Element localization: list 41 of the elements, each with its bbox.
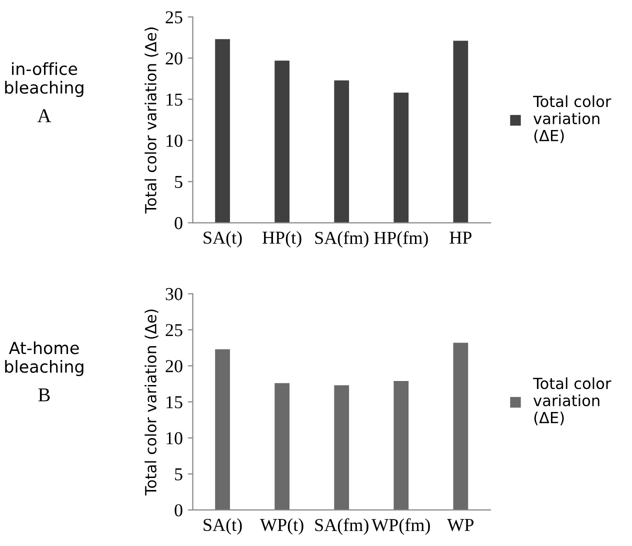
legend-label: Total color variation (ΔE): [533, 95, 612, 144]
x-tick-label: HP(fm): [374, 231, 428, 248]
y-tick-label: 0: [174, 504, 182, 516]
bar: [453, 40, 468, 223]
text: B: [38, 388, 50, 402]
x-tick-label: SA(fm): [315, 518, 368, 535]
legend-label: Total color variation (ΔE): [533, 377, 612, 426]
text: A: [37, 109, 52, 122]
y-tick-label: 10: [166, 134, 182, 147]
bar: [394, 92, 409, 223]
x-tick-label: SA(fm): [315, 231, 368, 248]
y-tick-label: 30: [166, 288, 182, 300]
y-tick-label: 25: [166, 324, 182, 336]
y-tick-label: 0: [174, 217, 182, 230]
x-tick-label: WP(fm): [372, 518, 430, 535]
y-axis-title: Total color variation (Δe): [144, 310, 158, 496]
x-tick-label: WP(t): [260, 518, 304, 535]
bar: [334, 80, 350, 223]
x-tick-label: WP: [447, 519, 474, 532]
y-tick-label: 15: [166, 94, 182, 106]
text: in-office bleaching: [5, 62, 84, 98]
y-tick-label: 25: [166, 11, 182, 24]
y-tick-label: 15: [166, 396, 182, 408]
bar: [394, 380, 409, 510]
y-tick-label: 5: [175, 468, 182, 480]
bar: [334, 385, 350, 510]
y-tick-label: 20: [166, 360, 182, 372]
bar: [274, 60, 290, 223]
y-tick-label: 20: [166, 52, 182, 65]
y-tick-label: 10: [166, 432, 182, 444]
bar: [453, 342, 468, 510]
y-tick-label: 5: [175, 176, 182, 188]
bar: [274, 383, 290, 510]
x-tick-label: HP: [450, 232, 472, 244]
y-axis-title: Total color variation (Δe): [144, 28, 158, 214]
x-tick-label: SA(t): [204, 231, 242, 248]
bar: [215, 39, 230, 223]
x-tick-label: SA(t): [204, 518, 242, 535]
x-tick-label: HP(t): [262, 231, 302, 248]
text: At-home bleaching: [5, 341, 84, 376]
bar: [215, 349, 230, 510]
